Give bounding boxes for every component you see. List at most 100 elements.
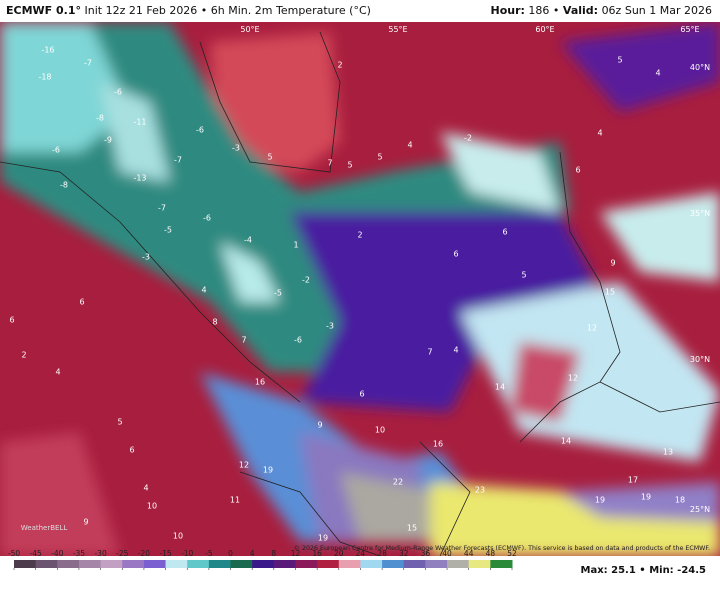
map-value-label: 4 — [407, 141, 412, 150]
colorbar-segment — [338, 560, 361, 568]
colorbar-segment — [382, 560, 405, 568]
colorbar-tick-label: 4 — [250, 549, 255, 558]
colorbar-segment — [403, 560, 426, 568]
map-value-label: 19 — [263, 466, 273, 475]
map-value-label: 9 — [83, 518, 88, 527]
colorbar-segment — [273, 560, 296, 568]
map-value-label: 6 — [129, 446, 134, 455]
map-value-label: -8 — [60, 181, 68, 190]
graticule-label: 35°N — [690, 209, 710, 218]
valid: 06z Sun 1 Mar 2026 — [601, 4, 712, 17]
map-value-label: -11 — [133, 118, 146, 127]
colorbar-tick-label: -35 — [73, 549, 85, 558]
map-value-label: -7 — [84, 59, 92, 68]
colorbar-tick-label: 52 — [507, 549, 517, 558]
colorbar-tick-label: -50 — [8, 549, 20, 558]
map-value-label: 8 — [212, 318, 217, 327]
map-value-label: -6 — [203, 214, 211, 223]
colorbar-tick-label: -10 — [181, 549, 193, 558]
min-value: -24.5 — [677, 565, 706, 576]
header-left: ECMWF 0.1° Init 12z 21 Feb 2026 • 6h Min… — [6, 0, 371, 22]
map-value-label: 2 — [21, 351, 26, 360]
map-value-label: 4 — [143, 484, 148, 493]
map-value-label: 1 — [293, 241, 298, 250]
map-value-label: -5 — [164, 226, 172, 235]
colorbar-tick-label: -5 — [205, 549, 213, 558]
map-value-label: 16 — [433, 440, 443, 449]
map-field — [0, 22, 720, 556]
colorbar-tick-label: 20 — [334, 549, 344, 558]
map-value-label: 10 — [173, 532, 183, 541]
min-label: Min: — [649, 565, 674, 576]
map-value-label: 6 — [453, 250, 458, 259]
map-value-label: 16 — [255, 378, 265, 387]
map-value-label: 5 — [347, 161, 352, 170]
colorbar-segment — [187, 560, 210, 568]
colorbar-tick-label: 0 — [228, 549, 233, 558]
map-value-label: 6 — [9, 316, 14, 325]
map-value-label: 9 — [317, 421, 322, 430]
map-value-label: 15 — [407, 524, 417, 533]
graticule-label: 65°E — [680, 25, 699, 34]
map-value-label: 10 — [375, 426, 385, 435]
colorbar-segment — [35, 560, 58, 568]
map-value-label: 11 — [230, 496, 240, 505]
map-value-label: -18 — [38, 73, 51, 82]
map-value-label: 7 — [427, 348, 432, 357]
colorbar-segment — [447, 560, 470, 568]
map-value-label: 19 — [318, 534, 328, 543]
hour: 186 — [528, 4, 550, 17]
model: ECMWF 0.1° — [6, 4, 81, 17]
colorbar-tick-label: -15 — [159, 549, 171, 558]
map-value-label: -2 — [302, 276, 310, 285]
colorbar-tick-label: 8 — [271, 549, 276, 558]
separator: • — [636, 565, 649, 576]
map-value-label: 5 — [377, 153, 382, 162]
logo: WeatherBELL — [21, 524, 68, 532]
colorbar-segment — [122, 560, 145, 568]
map-value-label: 5 — [117, 418, 122, 427]
map-value-label: 4 — [597, 129, 602, 138]
colorbar-tick-label: -25 — [116, 549, 128, 558]
map-value-label: -8 — [96, 114, 104, 123]
colorbar-tick-label: 24 — [356, 549, 366, 558]
colorbar-segment — [468, 560, 491, 568]
map-value-label: 6 — [502, 228, 507, 237]
map-value-label: -4 — [244, 236, 252, 245]
colorbar-segment — [295, 560, 318, 568]
max-value: 25.1 — [611, 565, 636, 576]
map-value-label: 22 — [393, 478, 403, 487]
map-value-label: -2 — [464, 134, 472, 143]
map: 50°E 55°E 60°E 65°E 40°N 35°N 30°N 25°N -16 -18 -7… — [0, 22, 720, 591]
colorbar-segment — [78, 560, 102, 568]
map-value-label: -3 — [326, 322, 334, 331]
map-value-label: -6 — [196, 126, 204, 135]
map-value-label: 14 — [561, 437, 571, 446]
colorbar-segment — [143, 560, 167, 568]
map-value-label: 5 — [267, 153, 272, 162]
map-value-label: 7 — [327, 159, 332, 168]
map-value-label: -3 — [142, 253, 150, 262]
map-value-label: -6 — [52, 146, 60, 155]
graticule-label: 50°E — [240, 25, 259, 34]
map-value-label: 4 — [201, 286, 206, 295]
graticule-label: 30°N — [690, 355, 710, 364]
map-value-label: 12 — [568, 374, 578, 383]
map-value-label: 19 — [595, 496, 605, 505]
valid-label: Valid: — [562, 4, 599, 17]
map-value-label: 5 — [521, 271, 526, 280]
map-value-label: 6 — [575, 166, 580, 175]
map-value-label: -9 — [104, 136, 112, 145]
colorbar-segment — [252, 560, 275, 568]
map-value-label: -7 — [174, 156, 182, 165]
colorbar-segment — [165, 560, 188, 568]
map-value-label: 7 — [241, 336, 246, 345]
colorbar-segment — [208, 560, 232, 568]
hour-label: Hour: — [490, 4, 525, 17]
colorbar-tick-label: 36 — [421, 549, 431, 558]
map-value-label: 6 — [359, 390, 364, 399]
colorbar-segment — [230, 560, 253, 568]
colorbar-tick-label: -45 — [30, 549, 42, 558]
map-value-label: 19 — [641, 493, 651, 502]
colorbar-tick-label: 44 — [464, 549, 474, 558]
